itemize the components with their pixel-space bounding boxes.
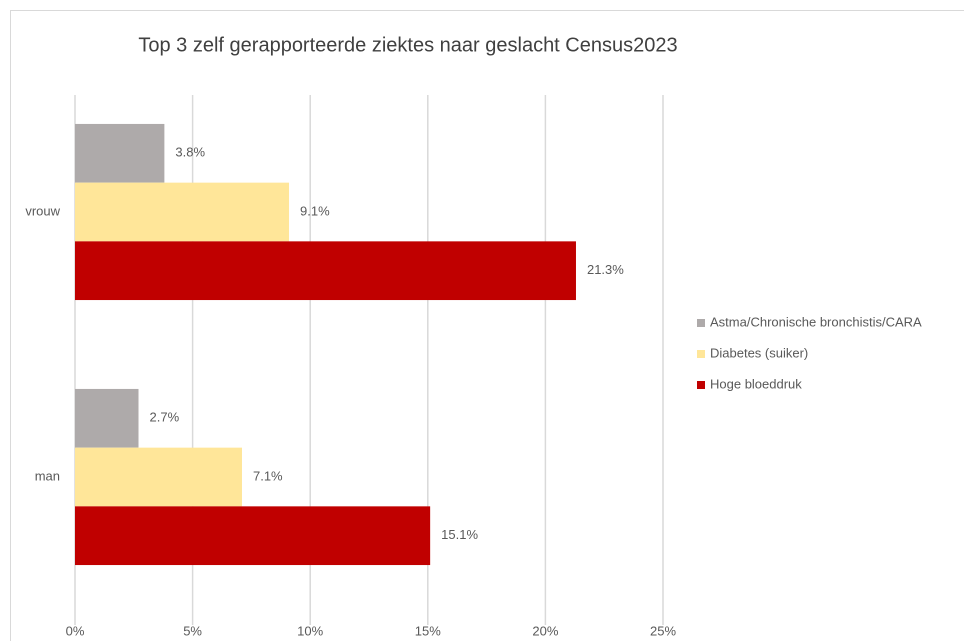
- x-tick-label: 20%: [532, 623, 558, 638]
- y-tick-label: vrouw: [25, 203, 60, 218]
- bar: [75, 182, 290, 242]
- data-label: 3.8%: [175, 145, 205, 160]
- legend-label: Hoge bloeddruk: [710, 376, 802, 391]
- bar: [75, 388, 139, 448]
- legend-swatch: [697, 319, 705, 327]
- data-label: 21.3%: [587, 262, 624, 277]
- data-label: 15.1%: [441, 527, 478, 542]
- bar: [75, 447, 242, 507]
- data-label: 7.1%: [253, 468, 283, 483]
- data-label: 2.7%: [150, 410, 180, 425]
- x-tick-label: 10%: [297, 623, 323, 638]
- legend-label: Diabetes (suiker): [710, 345, 808, 360]
- bar: [75, 241, 576, 301]
- legend-swatch: [697, 350, 705, 358]
- x-tick-label: 15%: [415, 623, 441, 638]
- chart-title: Top 3 zelf gerapporteerde ziektes naar g…: [138, 34, 677, 56]
- y-tick-label: man: [35, 468, 60, 483]
- bar: [75, 506, 431, 566]
- x-tick-label: 0%: [66, 623, 85, 638]
- x-tick-label: 25%: [650, 623, 676, 638]
- legend-swatch: [697, 381, 705, 389]
- x-tick-label: 5%: [183, 623, 202, 638]
- legend-label: Astma/Chronische bronchistis/CARA: [710, 314, 922, 329]
- data-label: 9.1%: [300, 203, 330, 218]
- bar: [75, 123, 165, 183]
